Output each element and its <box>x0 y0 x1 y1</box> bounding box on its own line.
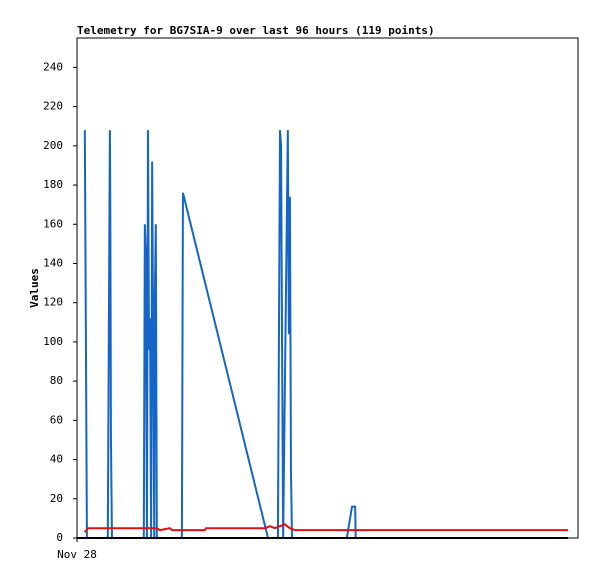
y-tick-label: 240 <box>43 60 63 73</box>
y-tick-label: 160 <box>43 217 63 230</box>
y-tick-label: 0 <box>56 531 63 544</box>
y-tick-label: 20 <box>50 492 63 505</box>
y-tick-label: 220 <box>43 100 63 113</box>
y-tick-label: 120 <box>43 296 63 309</box>
y-tick-label: 40 <box>50 453 63 466</box>
y-tick-label: 80 <box>50 374 63 387</box>
y-axis-label: Values <box>28 268 41 308</box>
chart-title: Telemetry for BG7SIA-9 over last 96 hour… <box>77 24 435 37</box>
y-tick-label: 180 <box>43 178 63 191</box>
y-tick-label: 140 <box>43 256 63 269</box>
y-tick-label: 200 <box>43 139 63 152</box>
y-tick-label: 60 <box>50 413 63 426</box>
y-tick-label: 100 <box>43 335 63 348</box>
x-tick-label: Nov 28 <box>57 548 97 561</box>
series-line <box>84 523 569 533</box>
series-line <box>83 130 357 539</box>
